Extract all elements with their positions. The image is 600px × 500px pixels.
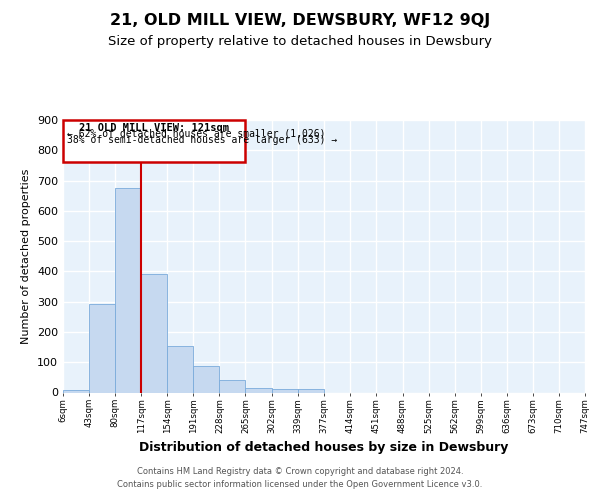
Y-axis label: Number of detached properties: Number of detached properties: [22, 168, 31, 344]
Bar: [141, 274, 167, 392]
Bar: [89, 304, 115, 392]
Bar: [298, 390, 323, 392]
Bar: [115, 188, 141, 392]
FancyBboxPatch shape: [63, 120, 245, 162]
Bar: [167, 346, 193, 393]
Text: 21 OLD MILL VIEW: 121sqm: 21 OLD MILL VIEW: 121sqm: [79, 124, 229, 134]
Bar: [63, 390, 89, 392]
Text: Contains public sector information licensed under the Open Government Licence v3: Contains public sector information licen…: [118, 480, 482, 489]
Text: 38% of semi-detached houses are larger (633) →: 38% of semi-detached houses are larger (…: [67, 134, 337, 144]
Bar: [193, 366, 220, 392]
Bar: [220, 380, 245, 392]
Text: 21, OLD MILL VIEW, DEWSBURY, WF12 9QJ: 21, OLD MILL VIEW, DEWSBURY, WF12 9QJ: [110, 12, 490, 28]
Text: Contains HM Land Registry data © Crown copyright and database right 2024.: Contains HM Land Registry data © Crown c…: [137, 467, 463, 476]
X-axis label: Distribution of detached houses by size in Dewsbury: Distribution of detached houses by size …: [139, 442, 509, 454]
Text: ← 62% of detached houses are smaller (1,026): ← 62% of detached houses are smaller (1,…: [67, 129, 325, 139]
Bar: [245, 388, 272, 392]
Bar: [272, 389, 298, 392]
Text: Size of property relative to detached houses in Dewsbury: Size of property relative to detached ho…: [108, 35, 492, 48]
